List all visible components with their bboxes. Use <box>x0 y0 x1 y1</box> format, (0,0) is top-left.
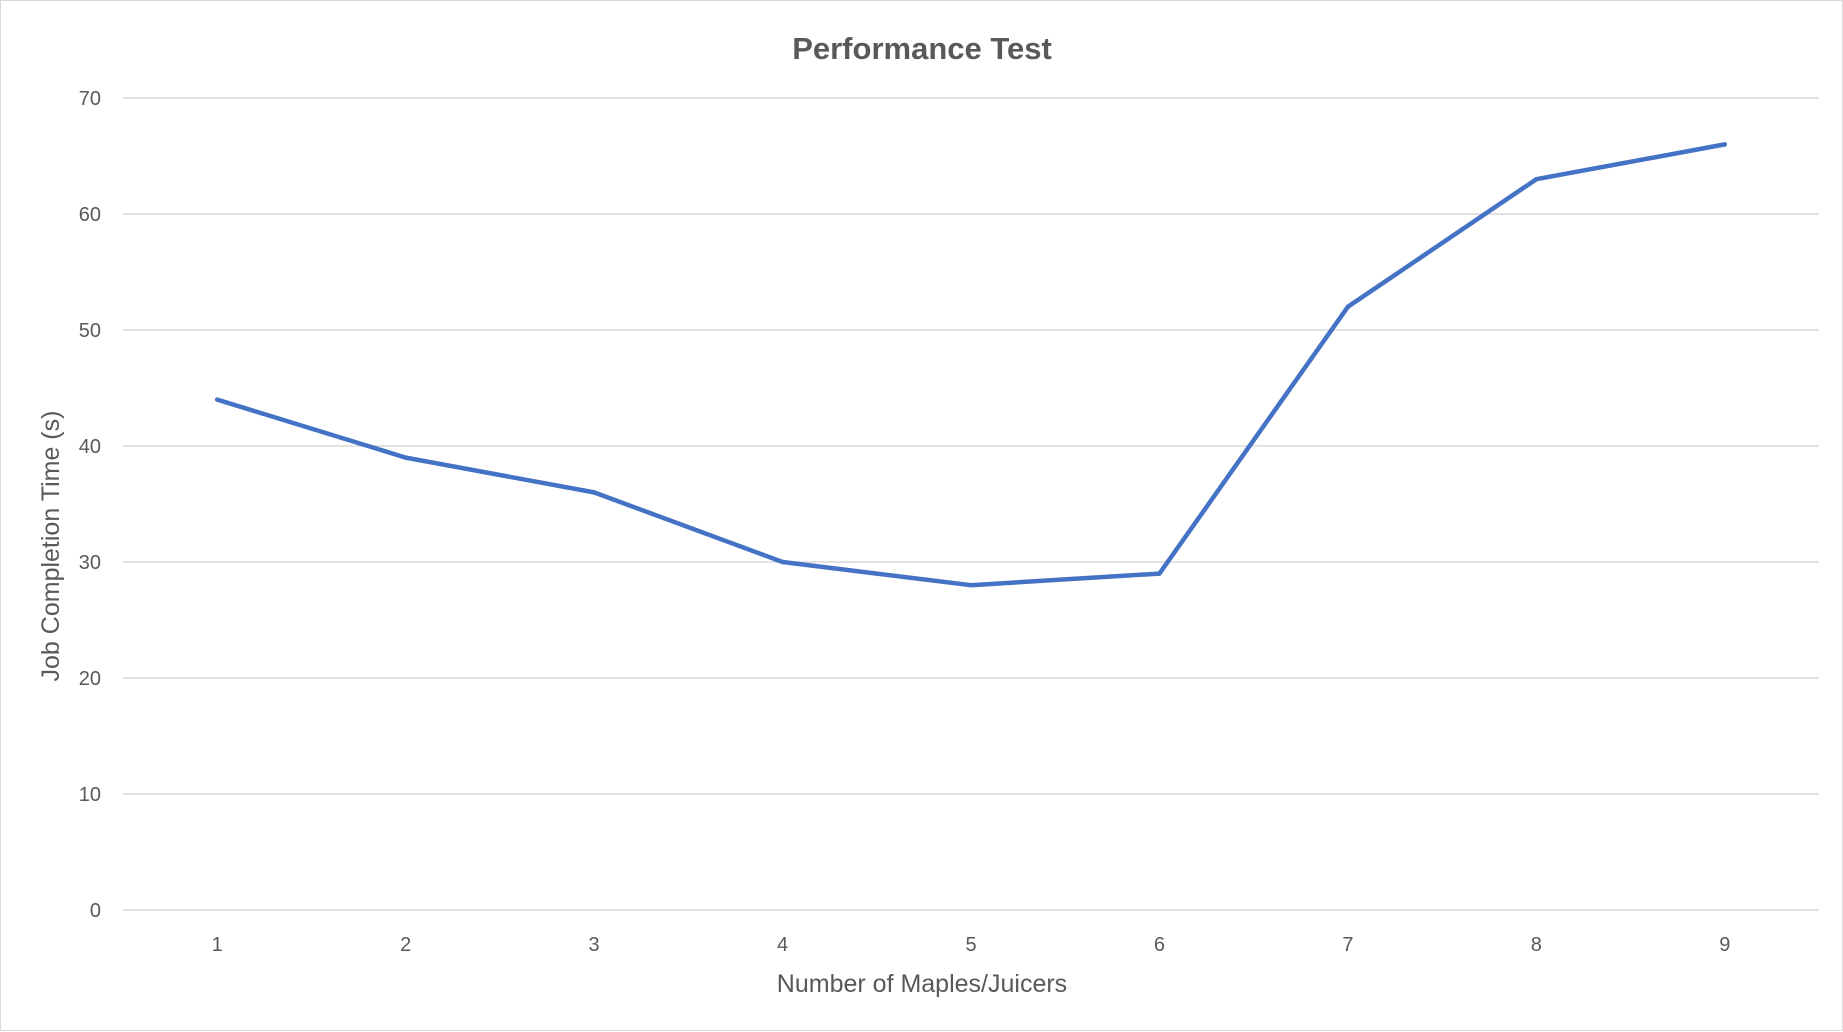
x-tick-label: 8 <box>1531 934 1542 956</box>
y-tick-label: 70 <box>79 88 101 110</box>
data-point <box>780 559 785 565</box>
y-tick-label: 60 <box>79 204 101 226</box>
y-tick-label: 40 <box>79 436 101 458</box>
series-line <box>214 142 1728 588</box>
data-point <box>403 455 408 460</box>
data-point <box>1722 142 1727 147</box>
x-tick-label: 7 <box>1342 934 1353 956</box>
x-tick-label: 4 <box>777 934 788 956</box>
series-group <box>214 142 1728 588</box>
y-axis-title: Job Completion Time (s) <box>37 411 65 682</box>
x-axis-title: Number of Maples/Juicers <box>777 970 1067 998</box>
gridlines <box>123 97 1819 911</box>
y-tick-label: 20 <box>79 668 101 690</box>
data-point <box>1534 177 1539 182</box>
chart-title: Performance Test <box>792 31 1052 66</box>
data-point <box>591 490 597 495</box>
y-tick-label: 30 <box>79 552 101 574</box>
x-tick-label: 3 <box>589 934 600 956</box>
data-point <box>1157 571 1162 576</box>
x-tick-label: 1 <box>212 934 223 956</box>
y-tick-label: 0 <box>90 900 101 922</box>
y-tick-label: 50 <box>79 320 101 342</box>
x-tick-label: 2 <box>400 934 411 956</box>
y-tick-label: 10 <box>79 784 101 806</box>
data-point <box>968 583 974 588</box>
x-tick-label: 6 <box>1154 934 1165 956</box>
y-axis-tick-labels: 0 10 20 30 40 50 60 70 <box>79 88 101 922</box>
x-tick-label: 5 <box>965 934 976 956</box>
x-axis-tick-labels: 1 2 3 4 5 6 7 8 9 <box>212 934 1731 956</box>
data-point <box>1345 304 1351 309</box>
data-point <box>215 397 220 402</box>
x-tick-label: 9 <box>1719 934 1730 956</box>
